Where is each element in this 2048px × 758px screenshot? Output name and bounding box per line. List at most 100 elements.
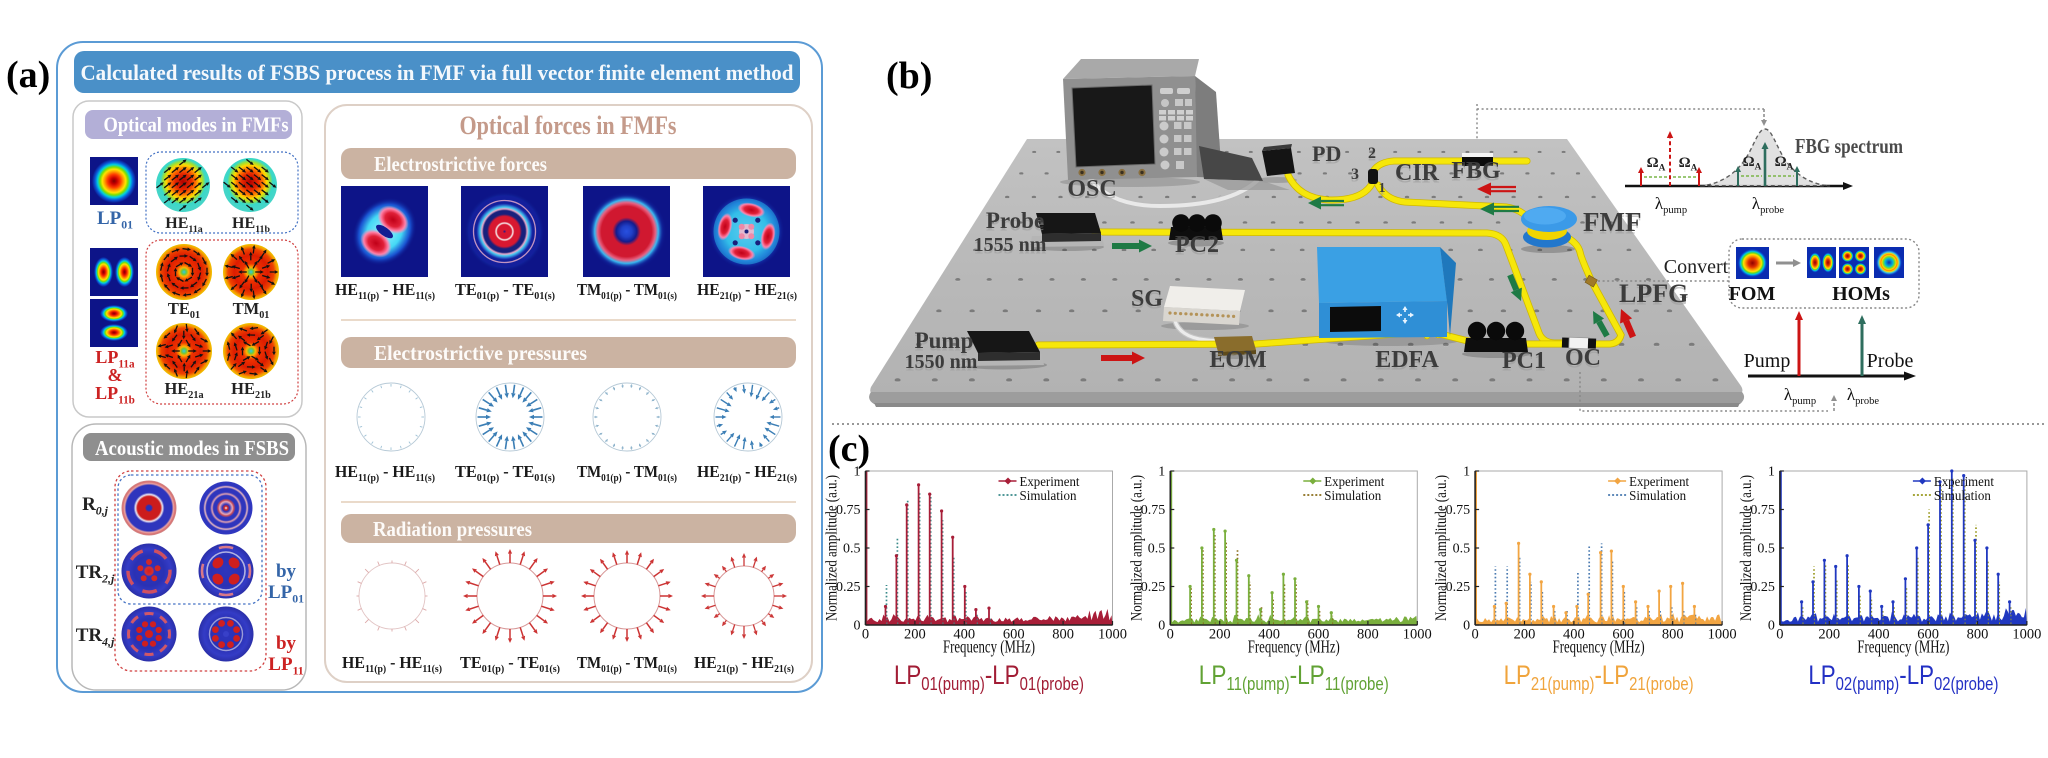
svg-text:400: 400 <box>1563 627 1585 643</box>
svg-text:PC1: PC1 <box>1502 348 1546 374</box>
svg-text:HE11b: HE11b <box>232 215 270 235</box>
svg-text:200: 200 <box>904 627 926 643</box>
svg-text:400: 400 <box>1258 627 1280 643</box>
svg-text:EDFA: EDFA <box>1375 350 1439 376</box>
svg-text:TM01(p) - TM01(s): TM01(p) - TM01(s) <box>577 653 677 675</box>
svg-text:Normalized amplitude (a.u.): Normalized amplitude (a.u.) <box>1128 475 1145 621</box>
svg-text:LPFG: LPFG <box>1619 279 1688 308</box>
svg-text:OC: OC <box>1565 348 1601 374</box>
svg-text:PD: PD <box>1312 144 1341 169</box>
svg-text:R0,j: R0,j <box>82 494 109 518</box>
svg-text:Probe: Probe <box>1867 350 1914 372</box>
svg-text:λpump: λpump <box>1655 194 1687 216</box>
svg-text:0.25: 0.25 <box>836 580 861 595</box>
svg-text:600: 600 <box>1308 627 1330 643</box>
svg-text:200: 200 <box>1818 627 1840 643</box>
svg-text:Frequency (MHz): Frequency (MHz) <box>943 637 1035 657</box>
svg-text:HE21(p) - HE21(s): HE21(p) - HE21(s) <box>697 462 797 484</box>
svg-text:λprobe: λprobe <box>1847 385 1879 407</box>
svg-text:0.5: 0.5 <box>1148 542 1166 557</box>
svg-text:ΩA: ΩA <box>1679 155 1698 174</box>
svg-text:Experiment: Experiment <box>1020 475 1080 490</box>
svg-text:Probe: Probe <box>986 211 1044 236</box>
svg-text:FOM: FOM <box>1729 283 1776 305</box>
svg-text:800: 800 <box>1967 627 1989 643</box>
svg-text:Radiation pressures: Radiation pressures <box>373 517 532 541</box>
svg-text:200: 200 <box>1209 627 1231 643</box>
svg-text:Probe: Probe <box>986 208 1044 233</box>
svg-text:Frequency (MHz): Frequency (MHz) <box>1248 637 1340 657</box>
svg-text:HE21(p) - HE21(s): HE21(p) - HE21(s) <box>697 280 797 302</box>
svg-text:HE21b: HE21b <box>231 379 271 401</box>
svg-text:(a): (a) <box>6 54 50 96</box>
svg-text:400: 400 <box>1868 627 1890 643</box>
svg-text:CIR: CIR <box>1395 163 1440 189</box>
svg-text:TM01: TM01 <box>233 299 270 321</box>
svg-text:SG: SG <box>1131 289 1163 315</box>
svg-text:0: 0 <box>1158 619 1165 634</box>
svg-text:Frequency (MHz): Frequency (MHz) <box>1553 637 1645 657</box>
svg-text:HE21a: HE21a <box>164 379 203 401</box>
svg-text:800: 800 <box>1357 627 1379 643</box>
svg-text:Pump: Pump <box>915 331 974 356</box>
svg-text:1: 1 <box>1379 181 1386 196</box>
svg-text:Frequency (MHz): Frequency (MHz) <box>1857 637 1949 657</box>
svg-text:EOM: EOM <box>1209 347 1266 373</box>
svg-text:TE01(p) - TE01(s): TE01(p) - TE01(s) <box>455 280 555 302</box>
svg-text:ΩA: ΩA <box>1775 154 1794 173</box>
svg-text:200: 200 <box>1514 627 1536 643</box>
svg-text:Experiment: Experiment <box>1324 475 1384 490</box>
svg-text:1555 nm: 1555 nm <box>974 234 1047 256</box>
svg-text:FBG: FBG <box>1451 161 1501 187</box>
svg-text:Simulation: Simulation <box>1629 489 1686 504</box>
svg-text:λprobe: λprobe <box>1752 194 1784 216</box>
svg-text:3: 3 <box>1351 169 1359 186</box>
svg-text:TE01(p) - TE01(s): TE01(p) - TE01(s) <box>455 462 555 484</box>
svg-text:PC2: PC2 <box>1175 235 1219 261</box>
svg-text:2: 2 <box>1368 145 1376 162</box>
svg-text:ΩA: ΩA <box>1647 155 1666 174</box>
svg-text:1: 1 <box>1463 465 1470 480</box>
svg-text:Calculated results of FSBS pro: Calculated results of FSBS process in FM… <box>81 60 794 85</box>
svg-text:PC2: PC2 <box>1175 232 1219 258</box>
svg-text:1550 nm: 1550 nm <box>905 351 978 373</box>
svg-text:Simulation: Simulation <box>1020 489 1077 504</box>
svg-text:Simulation: Simulation <box>1934 489 1991 504</box>
svg-text:Optical forces in FMFs: Optical forces in FMFs <box>460 111 677 140</box>
svg-text:Electrostrictive forces: Electrostrictive forces <box>374 152 547 176</box>
svg-text:1000: 1000 <box>2012 627 2041 643</box>
svg-text:0.75: 0.75 <box>1446 503 1471 518</box>
svg-text:&: & <box>108 365 123 385</box>
svg-text:ΩA: ΩA <box>1743 154 1762 173</box>
svg-text:0: 0 <box>862 627 869 643</box>
svg-text:Acoustic modes in FSBS: Acoustic modes in FSBS <box>95 436 289 460</box>
svg-text:FBG spectrum: FBG spectrum <box>1795 134 1903 158</box>
svg-text:TR4,j: TR4,j <box>76 625 115 649</box>
svg-text:LPFG: LPFG <box>1619 282 1688 311</box>
svg-text:0: 0 <box>1463 619 1470 634</box>
svg-text:600: 600 <box>1003 627 1025 643</box>
svg-text:0.25: 0.25 <box>1446 580 1471 595</box>
svg-text:SG: SG <box>1131 286 1163 312</box>
svg-text:by: by <box>276 633 297 654</box>
svg-text:CIR: CIR <box>1395 160 1440 186</box>
svg-text:Normalized amplitude (a.u.): Normalized amplitude (a.u.) <box>824 475 841 621</box>
svg-text:TM01(p) - TM01(s): TM01(p) - TM01(s) <box>577 280 677 302</box>
svg-text:EDFA: EDFA <box>1375 347 1439 373</box>
svg-text:LP11b: LP11b <box>95 383 135 406</box>
svg-text:600: 600 <box>1917 627 1939 643</box>
svg-text:0.75: 0.75 <box>836 503 861 518</box>
svg-text:0.75: 0.75 <box>1141 503 1166 518</box>
svg-text:λpump: λpump <box>1784 385 1816 407</box>
svg-text:TM01(p) - TM01(s): TM01(p) - TM01(s) <box>577 462 677 484</box>
svg-text:Simulation: Simulation <box>1324 489 1381 504</box>
svg-text:400: 400 <box>953 627 975 643</box>
svg-text:Electrostrictive pressures: Electrostrictive pressures <box>374 341 587 365</box>
svg-text:LP01: LP01 <box>268 582 304 606</box>
svg-text:Normalized amplitude (a.u.): Normalized amplitude (a.u.) <box>1738 475 1755 621</box>
svg-text:HE11(p) - HE11(s): HE11(p) - HE11(s) <box>335 280 435 302</box>
svg-text:OSC: OSC <box>1067 176 1116 202</box>
svg-text:OSC: OSC <box>1067 179 1116 205</box>
svg-text:1000: 1000 <box>1403 627 1432 643</box>
svg-text:Normalized amplitude (a.u.): Normalized amplitude (a.u.) <box>1433 475 1450 621</box>
